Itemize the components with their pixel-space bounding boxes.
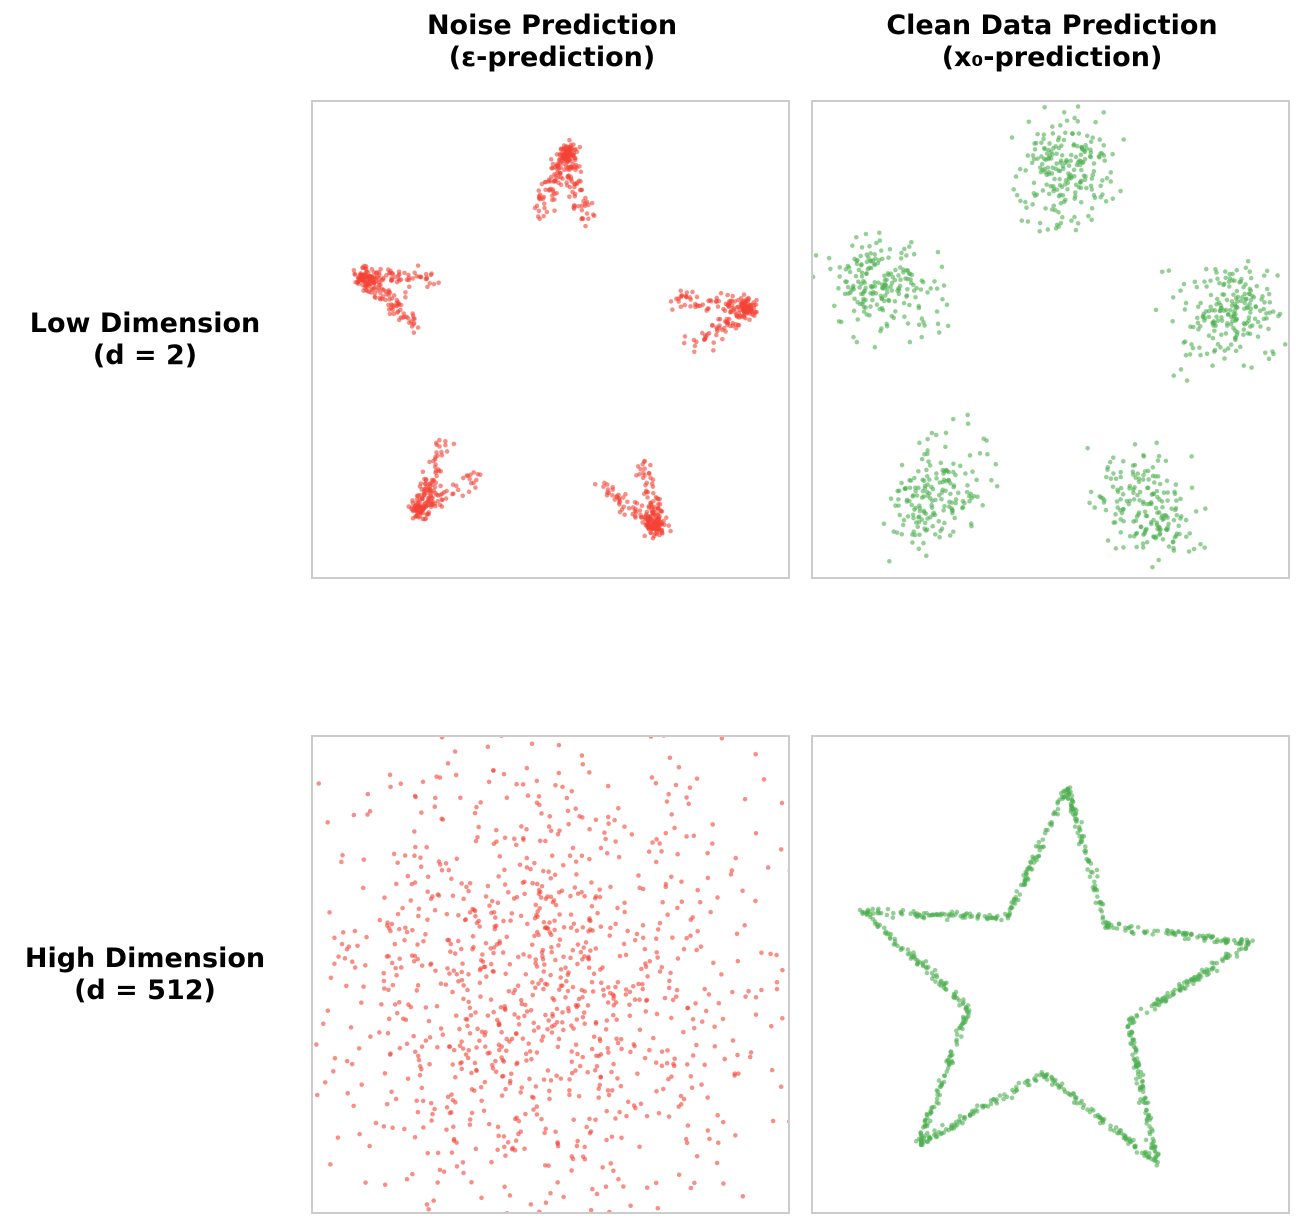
row-label-low-dim-line1: Low Dimension <box>29 308 261 339</box>
column-title-clean-line2: (x₀-prediction) <box>941 42 1163 73</box>
column-title-noise: Noise Prediction (ε-prediction) <box>312 10 792 74</box>
scatter-plot <box>813 104 1288 570</box>
scatter-plot <box>351 137 759 541</box>
column-title-noise-line2: (ε-prediction) <box>448 42 656 73</box>
scatter-panel-noise-low-dim <box>311 100 790 579</box>
scatter-panel-clean-high-dim <box>811 735 1290 1214</box>
scatter-plot <box>314 737 788 1212</box>
row-label-low-dim: Low Dimension (d = 2) <box>0 308 290 372</box>
row-label-high-dim: High Dimension (d = 512) <box>0 943 290 1007</box>
scatter-panel-clean-low-dim <box>811 100 1290 579</box>
column-title-noise-line1: Noise Prediction <box>426 10 678 41</box>
scatter-plot <box>857 785 1255 1168</box>
row-label-high-dim-line2: (d = 512) <box>74 975 216 1006</box>
scatter-panel-noise-high-dim <box>311 735 790 1214</box>
column-title-clean-line1: Clean Data Prediction <box>886 10 1218 41</box>
row-label-high-dim-line1: High Dimension <box>24 943 266 974</box>
column-title-clean: Clean Data Prediction (x₀-prediction) <box>812 10 1292 74</box>
row-label-low-dim-line2: (d = 2) <box>92 340 198 371</box>
